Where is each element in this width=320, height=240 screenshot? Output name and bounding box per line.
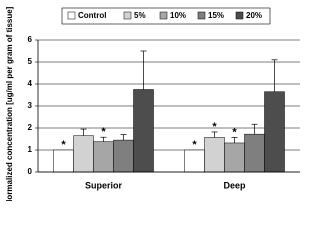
bar	[224, 142, 245, 173]
bar	[204, 137, 225, 173]
legend-swatch	[123, 11, 132, 20]
bar	[264, 91, 285, 173]
legend-label: Control	[78, 11, 106, 20]
x-tick-label: Deep	[223, 180, 246, 190]
legend-swatch	[67, 11, 76, 20]
significance-marker: *	[192, 139, 197, 151]
legend-label: 5%	[134, 11, 146, 20]
bar	[53, 149, 74, 173]
y-tick-label: 3	[28, 101, 33, 110]
chart: Normalized concentration [ug/ml per gram…	[5, 6, 300, 205]
bar	[244, 133, 265, 173]
y-tick-label: 4	[28, 79, 33, 88]
legend-swatch	[235, 11, 244, 20]
significance-marker: *	[232, 126, 237, 138]
significance-marker: *	[61, 139, 66, 151]
y-tick-label: 2	[28, 123, 33, 132]
legend-label: 15%	[208, 11, 224, 20]
legend-label: 10%	[170, 11, 186, 20]
y-tick-label: 6	[28, 35, 33, 44]
legend-swatch	[159, 11, 168, 20]
bar	[93, 141, 114, 173]
bar	[113, 139, 134, 173]
legend-label: 20%	[246, 11, 262, 20]
y-axis-label: Normalized concentration [ug/ml per gram…	[5, 6, 14, 201]
x-tick-label: Superior	[85, 180, 123, 190]
y-tick-label: 1	[28, 145, 33, 154]
bar	[133, 89, 154, 173]
y-tick-label: 5	[28, 57, 33, 66]
significance-marker: *	[212, 121, 217, 133]
bar	[73, 135, 94, 173]
bar	[184, 149, 205, 173]
y-tick-label: 0	[28, 167, 33, 176]
significance-marker: *	[101, 126, 106, 138]
legend-swatch	[197, 11, 206, 20]
